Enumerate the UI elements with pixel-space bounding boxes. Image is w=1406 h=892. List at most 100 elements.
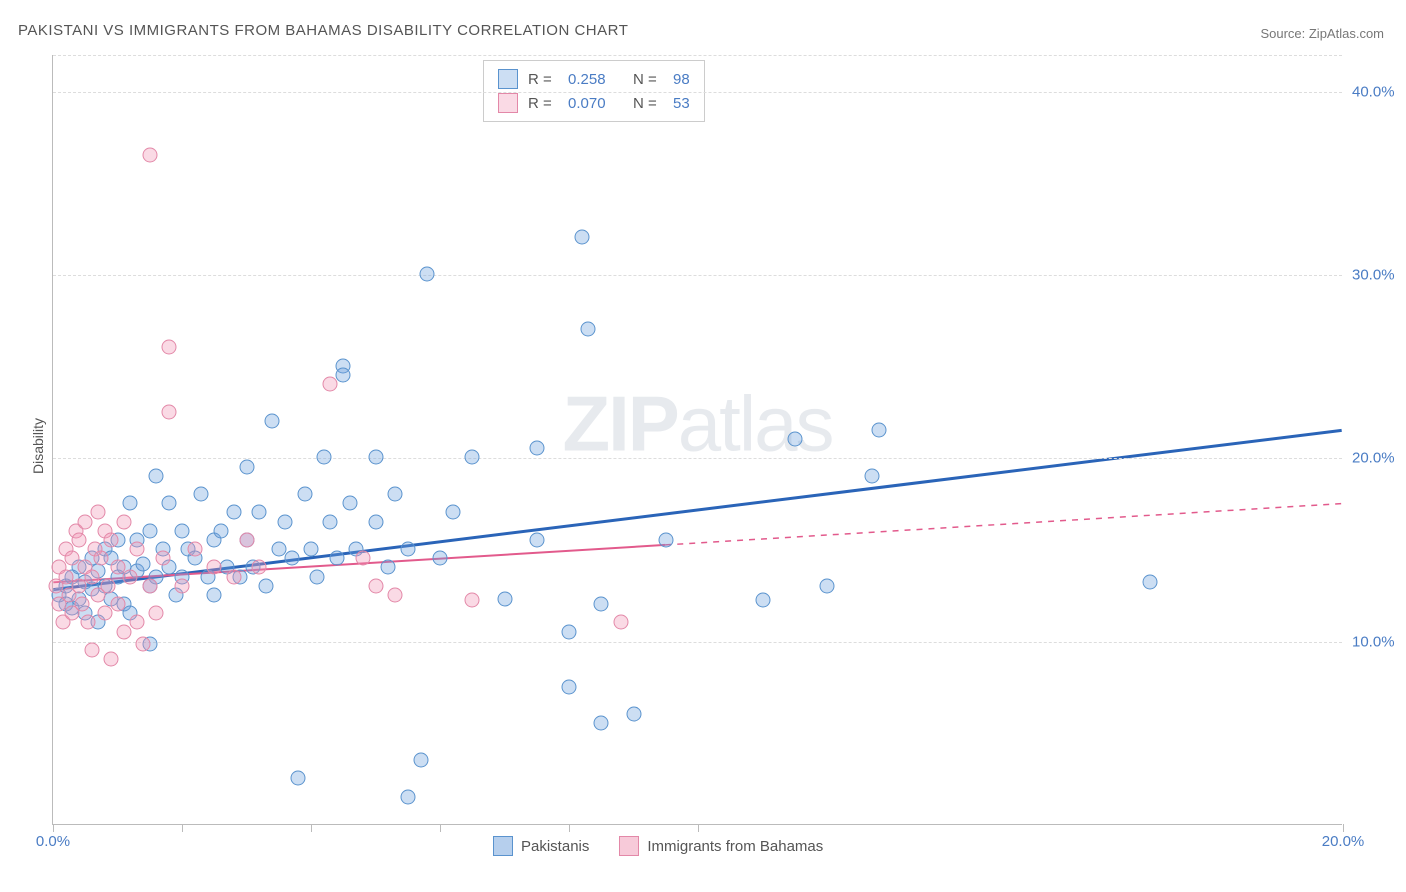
scatter-point <box>136 637 151 652</box>
scatter-point <box>316 450 331 465</box>
scatter-point <box>175 523 190 538</box>
scatter-point <box>400 789 415 804</box>
scatter-point <box>116 624 131 639</box>
y-tick-label: 40.0% <box>1352 83 1406 100</box>
scatter-point <box>187 542 202 557</box>
scatter-point <box>239 532 254 547</box>
scatter-point <box>413 752 428 767</box>
scatter-point <box>336 367 351 382</box>
scatter-point <box>323 514 338 529</box>
scatter-point <box>91 505 106 520</box>
scatter-point <box>381 560 396 575</box>
legend-item: Immigrants from Bahamas <box>619 836 823 856</box>
scatter-point <box>368 450 383 465</box>
scatter-point <box>104 652 119 667</box>
legend-row: R =0.258N =98 <box>498 67 690 91</box>
scatter-point <box>252 505 267 520</box>
scatter-point <box>258 578 273 593</box>
x-tick-label: 20.0% <box>1322 833 1365 850</box>
y-axis-label: Disability <box>30 418 46 474</box>
scatter-point <box>297 487 312 502</box>
scatter-point <box>123 569 138 584</box>
scatter-point <box>594 716 609 731</box>
x-tick <box>569 824 570 832</box>
scatter-point <box>420 267 435 282</box>
x-tick <box>311 824 312 832</box>
scatter-point <box>310 569 325 584</box>
scatter-point <box>445 505 460 520</box>
scatter-point <box>136 556 151 571</box>
series-legend: Pakistanis Immigrants from Bahamas <box>493 836 823 856</box>
scatter-point <box>291 771 306 786</box>
x-tick <box>698 824 699 832</box>
scatter-point <box>465 593 480 608</box>
scatter-point <box>594 597 609 612</box>
scatter-point <box>433 551 448 566</box>
grid-line <box>53 275 1342 276</box>
scatter-point <box>81 615 96 630</box>
scatter-point <box>368 578 383 593</box>
legend-swatch <box>498 93 518 113</box>
x-tick-label: 0.0% <box>36 833 70 850</box>
x-tick <box>53 824 54 832</box>
scatter-point <box>162 404 177 419</box>
scatter-point <box>226 505 241 520</box>
source-label: Source: ZipAtlas.com <box>1260 26 1384 41</box>
scatter-point <box>207 587 222 602</box>
scatter-point <box>574 230 589 245</box>
scatter-point <box>278 514 293 529</box>
scatter-point <box>100 578 115 593</box>
scatter-point <box>252 560 267 575</box>
chart-title: PAKISTANI VS IMMIGRANTS FROM BAHAMAS DIS… <box>18 22 628 39</box>
scatter-point <box>329 551 344 566</box>
scatter-point <box>755 593 770 608</box>
scatter-point <box>400 542 415 557</box>
scatter-point <box>497 591 512 606</box>
scatter-point <box>323 377 338 392</box>
scatter-point <box>75 597 90 612</box>
scatter-point <box>387 487 402 502</box>
x-tick <box>182 824 183 832</box>
scatter-point <box>820 578 835 593</box>
legend-row: R =0.070N =53 <box>498 91 690 115</box>
x-tick <box>440 824 441 832</box>
scatter-point <box>342 496 357 511</box>
scatter-point <box>284 551 299 566</box>
trend-lines <box>53 55 1342 824</box>
scatter-point <box>239 459 254 474</box>
scatter-point <box>529 441 544 456</box>
scatter-point <box>149 468 164 483</box>
scatter-point <box>142 147 157 162</box>
scatter-point <box>865 468 880 483</box>
scatter-point <box>213 523 228 538</box>
scatter-point <box>355 551 370 566</box>
scatter-point <box>226 569 241 584</box>
scatter-point <box>175 578 190 593</box>
scatter-point <box>123 496 138 511</box>
scatter-point <box>129 542 144 557</box>
scatter-point <box>207 560 222 575</box>
legend-swatch <box>493 836 513 856</box>
scatter-point <box>194 487 209 502</box>
scatter-point <box>581 322 596 337</box>
scatter-point <box>110 597 125 612</box>
scatter-point <box>162 496 177 511</box>
scatter-point <box>162 340 177 355</box>
scatter-point <box>265 413 280 428</box>
scatter-point <box>104 532 119 547</box>
scatter-point <box>304 542 319 557</box>
scatter-point <box>78 514 93 529</box>
scatter-point <box>529 532 544 547</box>
legend-swatch <box>619 836 639 856</box>
scatter-point <box>613 615 628 630</box>
scatter-point <box>562 679 577 694</box>
y-tick-label: 30.0% <box>1352 267 1406 284</box>
scatter-point <box>149 606 164 621</box>
scatter-point <box>129 615 144 630</box>
scatter-point <box>465 450 480 465</box>
scatter-point <box>155 551 170 566</box>
y-tick-label: 20.0% <box>1352 450 1406 467</box>
scatter-point <box>142 578 157 593</box>
legend-item: Pakistanis <box>493 836 589 856</box>
scatter-point <box>94 551 109 566</box>
